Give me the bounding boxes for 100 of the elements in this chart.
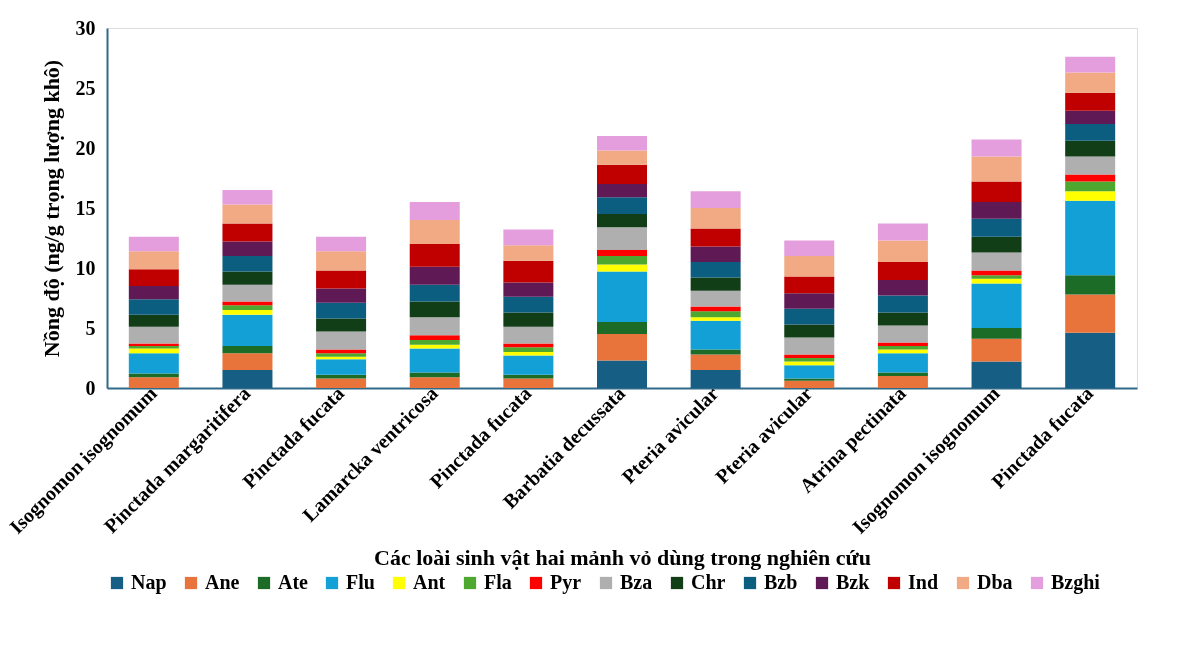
- bar: [597, 256, 647, 265]
- bar: [316, 270, 367, 289]
- bar: [784, 337, 835, 355]
- bar: [971, 283, 1022, 328]
- bar: [877, 280, 928, 296]
- bar: [1065, 72, 1116, 93]
- bar: [409, 266, 460, 285]
- bar: [784, 293, 835, 309]
- bar: [690, 311, 741, 318]
- legend-label: Fla: [484, 571, 512, 593]
- bar: [971, 275, 1022, 279]
- bar: [597, 184, 647, 198]
- bar: [316, 251, 367, 271]
- bar: [690, 354, 741, 370]
- bar: [1065, 174, 1116, 182]
- legend-label: Dba: [977, 571, 1013, 593]
- bar: [128, 299, 179, 315]
- bar: [971, 236, 1022, 253]
- bar: [971, 202, 1022, 219]
- bar: [877, 312, 928, 326]
- bar: [503, 260, 554, 283]
- bar: [1065, 275, 1116, 295]
- bar: [316, 331, 367, 350]
- legend-label: Flu: [346, 571, 375, 593]
- bar: [597, 227, 647, 250]
- bar: [971, 361, 1022, 388]
- legend-label: Ane: [205, 571, 240, 593]
- bar: [597, 150, 647, 165]
- bar: [877, 346, 928, 350]
- x-axis-title: Các loài sinh vật hai mảnh vỏ dùng trong nghiên cứu: [374, 544, 871, 570]
- y-tick-label: 10: [75, 256, 96, 279]
- bar: [1065, 156, 1116, 175]
- bar: [690, 306, 741, 312]
- bar: [1065, 92, 1116, 111]
- bar: [503, 347, 554, 352]
- bar: [222, 190, 273, 205]
- bar: [316, 318, 367, 332]
- bar: [597, 250, 647, 256]
- bar: [222, 353, 273, 370]
- legend-label: Bzk: [836, 571, 871, 593]
- bar: [128, 269, 179, 286]
- legend-label: Ind: [908, 571, 939, 593]
- bar: [784, 240, 835, 256]
- bar: [503, 378, 554, 388]
- legend-label: Ate: [278, 571, 309, 593]
- bar: [597, 136, 647, 151]
- bar: [690, 262, 741, 278]
- bar: [1065, 181, 1116, 192]
- bar: [597, 214, 647, 228]
- bar: [597, 164, 647, 184]
- bar: [409, 335, 460, 340]
- bar: [409, 284, 460, 302]
- legend-label: Ant: [413, 571, 446, 593]
- bar: [128, 353, 179, 374]
- bar: [316, 302, 367, 319]
- legend-label: Pyr: [550, 571, 582, 594]
- bar: [784, 256, 835, 277]
- bar: [128, 236, 179, 252]
- bar: [971, 270, 1022, 276]
- bar: [128, 326, 179, 344]
- bar: [316, 236, 367, 252]
- bar: [971, 328, 1022, 339]
- bar: [503, 229, 554, 246]
- bar: [971, 139, 1022, 157]
- bar: [222, 346, 273, 354]
- bar: [877, 325, 928, 343]
- legend-label: Nap: [131, 571, 167, 594]
- bar: [877, 376, 928, 388]
- bar: [784, 324, 835, 338]
- bar: [597, 197, 647, 214]
- bar: [128, 251, 179, 270]
- bar: [222, 241, 273, 256]
- bar: [971, 181, 1022, 202]
- y-tick-label: 15: [75, 196, 96, 219]
- bar: [222, 223, 273, 242]
- bar: [409, 372, 460, 378]
- bar: [503, 352, 554, 356]
- bar: [409, 244, 460, 267]
- y-tick-label: 30: [75, 16, 96, 39]
- bar: [1065, 140, 1116, 157]
- bar: [409, 348, 460, 373]
- bar: [409, 377, 460, 388]
- y-tick-label: 20: [75, 136, 96, 159]
- bar: [690, 317, 741, 321]
- bar: [690, 208, 741, 229]
- bar: [409, 220, 460, 244]
- bar: [690, 228, 741, 247]
- bar: [877, 372, 928, 376]
- bar: [128, 377, 179, 388]
- bar: [784, 365, 835, 379]
- bar: [409, 317, 460, 336]
- bar: [1065, 56, 1116, 73]
- bar: [1065, 124, 1116, 141]
- bar: [784, 380, 835, 388]
- bar: [316, 378, 367, 388]
- bar: [503, 282, 554, 297]
- bar: [222, 284, 273, 302]
- bar: [222, 305, 273, 310]
- bar: [877, 295, 928, 313]
- bar: [409, 301, 460, 318]
